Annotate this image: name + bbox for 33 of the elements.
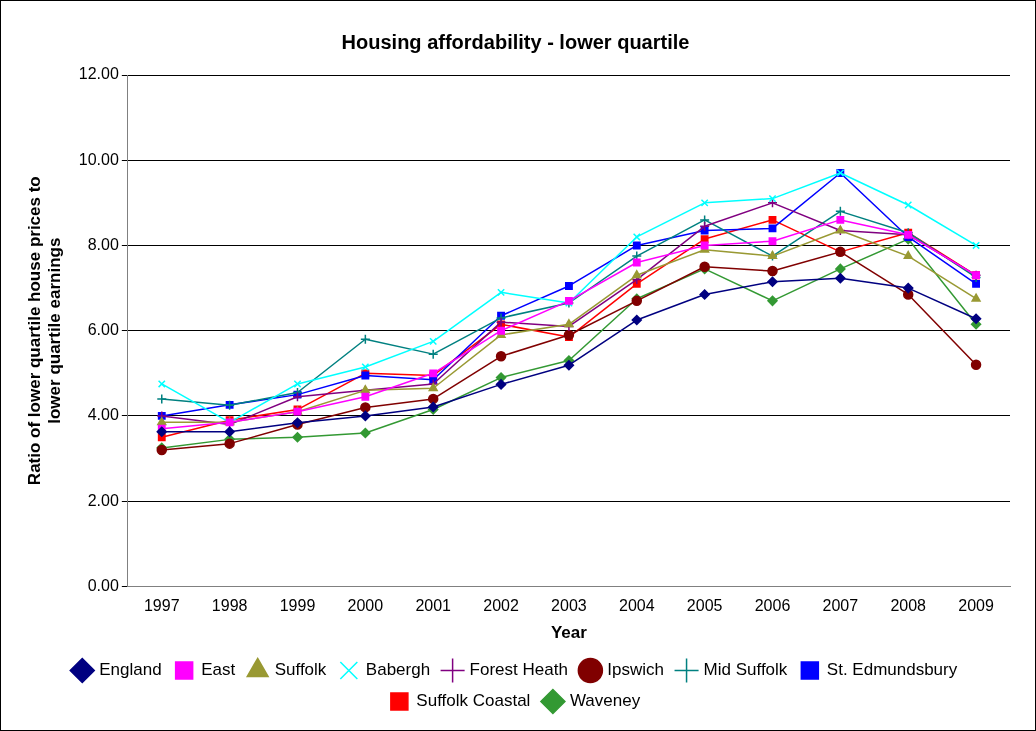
legend-label: Suffolk — [274, 660, 327, 680]
y-tick-label: 6.00 — [87, 321, 119, 339]
y-tick-label: 12.00 — [78, 65, 119, 83]
y-tick-label: 2.00 — [87, 491, 119, 509]
x-tick-label: 2006 — [754, 597, 791, 615]
x-tick-label: 2001 — [415, 597, 452, 615]
legend-label: England — [99, 660, 162, 680]
x-tick-label: 2004 — [618, 597, 655, 615]
x-tick-label: 1999 — [279, 597, 316, 615]
legend-label: Waveney — [569, 691, 641, 711]
x-tick-label: 2000 — [347, 597, 384, 615]
y-axis-title: Ratio of lower quartile house prices to lower quartile earnings — [24, 176, 65, 486]
legend-label: East — [201, 660, 236, 680]
y-tick-label: 0.00 — [87, 576, 119, 594]
y-tick-label: 10.00 — [78, 150, 119, 168]
legend-label: Suffolk Coastal — [416, 691, 531, 711]
x-tick-label: 2008 — [890, 597, 927, 615]
legend-label: Forest Heath — [469, 660, 568, 680]
legend-label: Babergh — [365, 660, 431, 680]
x-tick-label: 2005 — [686, 597, 723, 615]
y-tick-label: 4.00 — [87, 406, 119, 424]
x-tick-label: 2007 — [822, 597, 859, 615]
x-tick-label: 2003 — [551, 597, 587, 615]
chart-title: Housing affordability - lower quartile — [341, 30, 690, 53]
y-tick-label: 8.00 — [87, 235, 119, 253]
x-tick-label: 1998 — [211, 597, 248, 615]
legend-label: Ipswich — [607, 660, 665, 680]
x-axis-title: Year — [550, 623, 588, 643]
x-tick-label: 2009 — [958, 597, 994, 615]
legend-label: Mid Suffolk — [703, 660, 788, 680]
x-tick-label: 1997 — [143, 597, 180, 615]
x-tick-label: 2002 — [483, 597, 519, 615]
legend-label: St. Edmundsbury — [826, 660, 958, 680]
